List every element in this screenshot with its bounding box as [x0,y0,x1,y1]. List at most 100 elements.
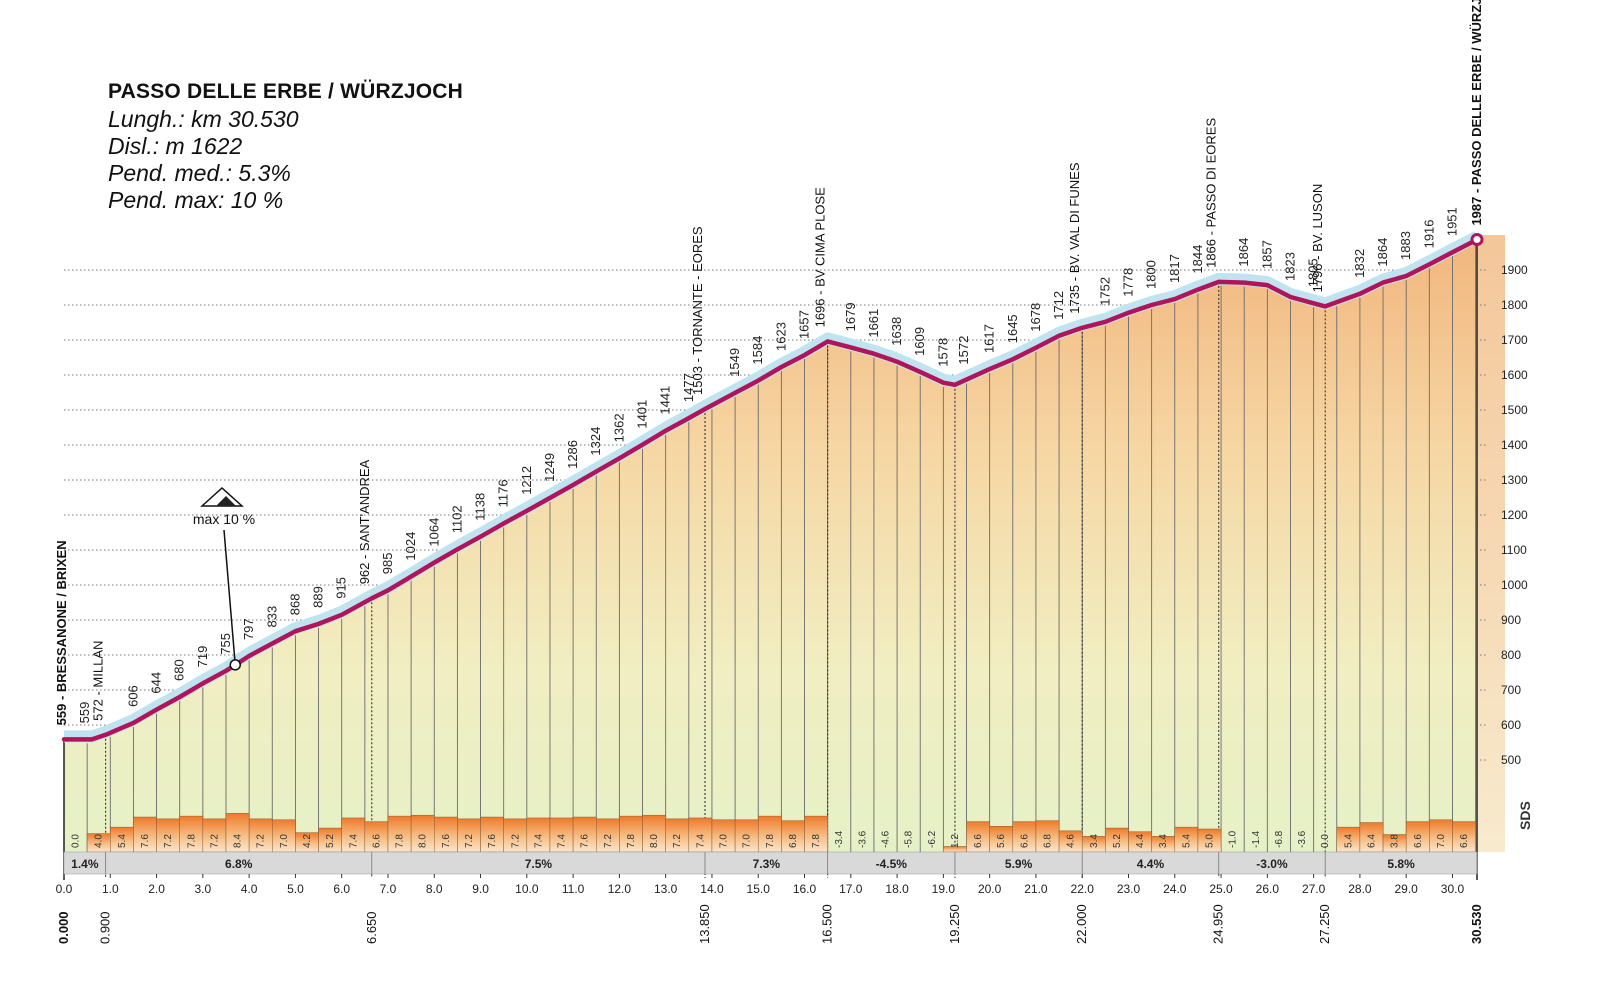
elevation-label: 1661 [866,309,881,338]
elevation-label: 644 [149,672,164,694]
elevation-label: 1138 [473,493,488,521]
grade-bar-label: 7.0 [1436,834,1447,848]
x-tick-label: 2.0 [148,882,165,896]
y-tick-label: 1500 [1501,403,1528,417]
elevation-label: 1609 [912,327,927,356]
grade-bar-label: 7.2 [672,834,683,848]
elevation-label: 915 [334,577,349,599]
waypoint-label: 1503 - TORNANTE - EORES [690,226,705,395]
elevation-label: 1778 [1120,268,1135,297]
grade-bar-label: 6.4 [1366,834,1377,848]
grade-bar-label: 5.6 [996,834,1007,848]
grade-bar-label: 7.8 [186,834,197,848]
x-tick-label: 13.0 [654,882,678,896]
y-tick-label: 1900 [1501,263,1528,277]
elevation-label: 985 [380,553,395,575]
elevation-label: 1578 [935,338,950,367]
grade-bar-label: 7.6 [441,834,452,848]
max-grade-marker: max 10 % [193,486,255,671]
grade-bar-label: 7.4 [557,834,568,848]
waypoint-labels: 559 - BRESSANONE / BRIXEN 572 - MILLAN 962… [54,0,1484,725]
grade-bar-label: -3.4 [834,830,845,848]
segment-grade-label: 5.9% [1005,857,1033,871]
elevation-label: 1678 [1028,303,1043,332]
waypoint-label: 572 - MILLAN [91,641,106,721]
elevation-label: 833 [264,606,279,628]
finish-dot [1470,233,1484,247]
elevation-label: 797 [241,618,256,640]
grade-bar-label: 7.2 [510,834,521,848]
profile-area [64,239,1477,853]
y-tick-label: 1400 [1501,438,1528,452]
waypoint-km-label: 24.950 [1211,904,1226,944]
elevation-label: 1064 [426,518,441,547]
x-tick-label: 0.0 [56,882,73,896]
elevation-label: 1832 [1352,249,1367,278]
y-tick-label: 500 [1501,753,1521,767]
grade-bar-label: 0.0 [1320,834,1331,848]
waypoint-km-label: 6.650 [364,911,379,944]
max-marker-label: max 10 % [193,511,255,527]
segment-grade-label: 1.4% [71,857,99,871]
x-tick-label: 29.0 [1395,882,1419,896]
grade-bar-label: 6.6 [1413,834,1424,848]
elevation-label: 1916 [1421,219,1436,248]
elevation-label: 1805 [1306,258,1321,287]
x-tick-label: 16.0 [793,882,817,896]
grade-bar-label: -4.6 [881,830,892,848]
grade-bar-label: 5.4 [117,834,128,848]
grade-bar-label: 7.6 [487,834,498,848]
elevation-label: 1024 [403,532,418,561]
elevation-label: 1817 [1167,254,1182,283]
grade-bar-label: 7.4 [695,834,706,848]
grade-bar-label: 3.4 [1158,834,1169,848]
elevation-label: 1286 [565,440,580,469]
grade-bar-label: -1.0 [1228,830,1239,848]
x-tick-label: 4.0 [241,882,258,896]
grade-bar-label: 7.2 [603,834,614,848]
segment-grade-strip: 1.4% 6.8% 7.5% 7.3% -4.5% 5.9% 4.4% -3.0% 5.8% [63,851,1478,875]
waypoint-km-label: 27.250 [1317,904,1332,944]
grade-bar-label: 7.8 [765,834,776,848]
x-tick-label: 26.0 [1256,882,1280,896]
grade-bar-label: 6.8 [788,834,799,848]
waypoint-label: 1696 - BV CIMA PLOSE [813,187,828,328]
max-marker-leader [223,529,236,665]
x-tick-label: 23.0 [1117,882,1141,896]
grade-bar-label: 6.6 [371,834,382,848]
elevation-label: 1951 [1444,207,1459,236]
segment-grade-label: 6.8% [225,857,253,871]
waypoint-label: 962 - SANT'ANDREA [357,459,372,584]
x-tick-label: 25.0 [1209,882,1233,896]
profile-line-path [61,237,1480,742]
elevation-label: 680 [172,659,187,681]
climb-info-panel: PASSO DELLE ERBE / WÜRZJOCH Lungh.: km 3… [108,80,463,214]
grade-bar-label: 5.4 [1181,834,1192,848]
climb-average-grade: Pend. med.: 5.3% [108,160,291,186]
y-tick-label: 1000 [1501,578,1528,592]
elevation-label: 1249 [542,453,557,482]
x-tick-label: 14.0 [700,882,724,896]
y-tick-label: 1300 [1501,473,1528,487]
grade-bar-label: 7.0 [279,834,290,848]
grade-bar-label: 4.0 [94,834,105,848]
x-tick-label: 6.0 [333,882,350,896]
elevation-label: 1324 [588,427,603,456]
elevation-label: 1857 [1259,240,1274,269]
elevation-label: 1362 [611,413,626,442]
x-tick-label: 10.0 [515,882,539,896]
elevation-label: 1638 [889,317,904,346]
grade-bar-label: 7.6 [140,834,151,848]
grade-bar-label: 5.2 [325,834,336,848]
waypoint-label: 1796 - BV. LUSON [1310,184,1325,293]
grade-bar-label: -6.8 [1274,830,1285,848]
x-tick-label: 1.0 [102,882,119,896]
x-tick-label: 19.0 [932,882,956,896]
elevation-label: 1401 [635,400,650,429]
segment-grade-label: 4.4% [1137,857,1165,871]
elevation-label: 1176 [496,479,511,507]
grade-bar-label: 3.8 [1390,834,1401,848]
y-tick-label: 1700 [1501,333,1528,347]
x-tick-label: 11.0 [562,882,585,896]
waypoint-km-label: 13.850 [697,904,712,944]
